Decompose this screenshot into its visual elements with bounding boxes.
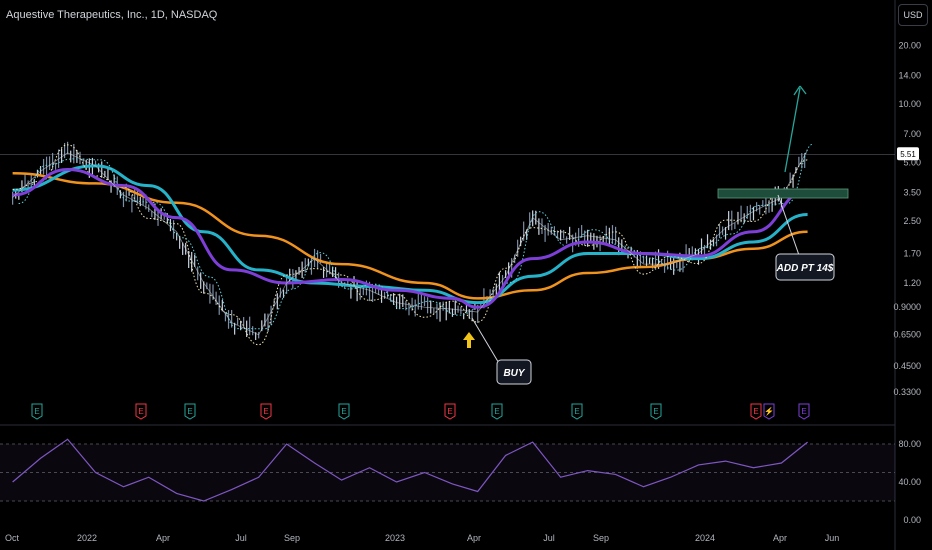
last-price-label: 5.51 [900,150,916,159]
earnings-label: E [653,407,658,416]
earnings-marker [798,403,810,420]
time-tick-label: Jul [235,533,247,543]
series-line-ma-cyan-dotted [18,143,814,330]
rsi-tick-label: 80.00 [898,439,921,449]
price-tick-label: 5.00 [903,157,921,167]
price-tick-label: 2.50 [903,216,921,226]
earnings-marker [763,403,775,420]
earnings-marker [491,403,503,420]
target-zone [717,188,849,199]
buy-arrow-icon [463,332,475,348]
buy-label: BUY [503,368,525,379]
earnings-label: E [494,407,499,416]
series-line-ma-cyan [12,164,808,305]
earnings-label: E [801,407,806,416]
currency-button[interactable]: USD [898,4,928,26]
price-tick-label: 1.70 [903,249,921,259]
time-tick-label: Jun [825,533,840,543]
earnings-marker [750,403,762,420]
time-tick-label: Sep [284,533,300,543]
earnings-label: E [574,407,579,416]
earnings-label: ⚡ [764,406,774,416]
earnings-label: E [341,407,346,416]
earnings-marker [184,403,196,420]
price-tick-label: 1.20 [903,278,921,288]
price-tick-label: 10.00 [898,99,921,109]
buy-callout-box [496,359,532,385]
earnings-label: E [263,407,268,416]
price-tick-label: 3.50 [903,188,921,198]
price-tick-label: 14.00 [898,71,921,81]
time-tick-label: Jul [543,533,555,543]
earnings-label: E [447,407,452,416]
time-tick-label: 2022 [77,533,97,543]
target-callout-box [775,253,835,281]
earnings-marker [650,403,662,420]
series-line-price [12,149,808,336]
upside-arrow-line [784,87,801,173]
time-tick-label: 2024 [695,533,715,543]
earnings-label: E [138,407,143,416]
upside-arrow-head [793,85,807,96]
target-callout-line [777,194,801,259]
earnings-marker [135,403,147,420]
earnings-marker [338,403,350,420]
earnings-label: E [753,407,758,416]
rsi-tick-label: 40.00 [898,477,921,487]
time-tick-label: Oct [5,533,20,543]
time-tick-label: Apr [156,533,170,543]
series-line-ma-purple [12,167,808,309]
earnings-label: E [34,407,39,416]
earnings-marker [444,403,456,420]
rsi-tick-label: 0.00 [903,515,921,525]
time-tick-label: 2023 [385,533,405,543]
earnings-marker [260,403,272,420]
buy-callout-line [471,317,501,366]
chart-title: Aquestive Therapeutics, Inc., 1D, NASDAQ [6,9,218,21]
earnings-label: E [187,407,192,416]
time-tick-label: Apr [467,533,481,543]
time-tick-label: Apr [773,533,787,543]
earnings-marker [31,403,43,420]
price-tick-label: 0.9000 [893,302,921,312]
price-tick-label: 0.3300 [893,387,921,397]
last-price-badge [897,147,919,161]
price-tick-label: 20.00 [898,40,921,50]
price-tick-label: 0.4500 [893,361,921,371]
earnings-marker [571,403,583,420]
price-tick-label: 0.6500 [893,330,921,340]
series-line-rsi [12,438,808,502]
series-line-ma-orange [12,171,808,300]
target-label: ADD PT 14$ [776,263,834,274]
price-tick-label: 7.00 [903,129,921,139]
time-tick-label: Sep [593,533,609,543]
series-line-ma-white [12,144,808,346]
